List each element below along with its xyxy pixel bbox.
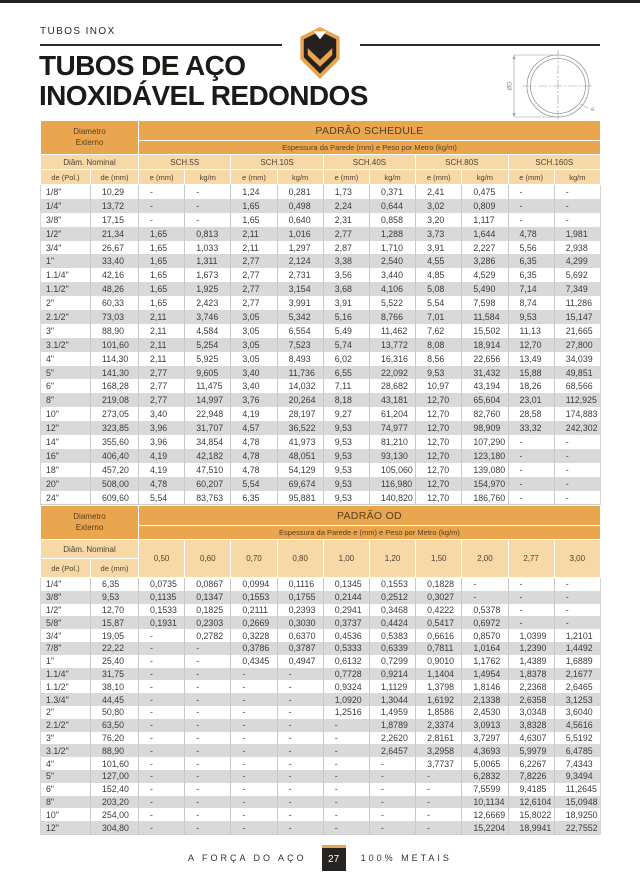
- thickness-header: 3,00: [553, 539, 601, 578]
- corner-header: Diametro Externo: [39, 120, 140, 155]
- table-row: 14" 355,60 3,96 34,854 4,78 41,973 9,53 81,210 1…: [40, 435, 602, 449]
- table-row: 4" 114,30 2,11 5,925 3,05 8,493 6,02 16,316 8,56…: [40, 351, 602, 366]
- table-row: 2" 60,33 1,65 2,423 2,77 3,991 3,91 5,522 5,54 7,…: [40, 296, 602, 311]
- table-row: 3" 76,20- - - - -2,2620 2,8161 3,7297 4,6307 5,51…: [40, 731, 601, 745]
- tube-cross-section-diagram: ØD e: [508, 50, 595, 122]
- table-row: 20" 508,00 4,78 60,207 5,54 69,674 9,53 116,980…: [40, 476, 602, 491]
- table-row: 3/4" 19,05-0,2782 0,3228 0,6370 0,4536 0,5383…: [40, 629, 601, 642]
- od-table-title: PADRÃO OD: [138, 505, 601, 526]
- table-row: 1/2" 12,70 0,1533 0,1825 0,2111 0,2393 0,2941 0…: [40, 603, 601, 617]
- thickness-header: 2,77: [507, 539, 555, 578]
- table-row: 6" 168,28 2,77 11,475 3,40 14,032 7,11 28,682 10…: [40, 379, 602, 394]
- table-row: 3.1/2" 88,90- - - - -2,6457 3,2958 4,3693 5,9979…: [40, 744, 601, 758]
- col-header-kg: kg/m: [553, 169, 602, 185]
- nominal-diameter-header: Diâm. Nominal: [39, 154, 140, 170]
- table-row: 8" 219,08 2,77 14,997 3,76 20,264 8,18 43,181 12…: [40, 393, 602, 408]
- footer-slogan-left: A FORÇA DO AÇO: [188, 853, 307, 863]
- table-row: 12" 304,80- - - - - - -15,2204 18,9941 22,7552: [40, 821, 601, 835]
- page-number-badge: 27: [321, 845, 346, 871]
- group-header-sch80s: SCH.80S: [415, 154, 509, 170]
- header-rule-right: [360, 44, 600, 46]
- col-header-kg: kg/m: [368, 169, 417, 185]
- corner-header: Diametro Externo: [39, 505, 140, 540]
- thickness-header: 0,80: [276, 539, 324, 578]
- table-row: 3.1/2" 101,60 2,11 5,254 3,05 7,523 5,74 13,772…: [40, 337, 602, 352]
- diameter-label: ØD: [508, 81, 514, 91]
- table-row: 8" 203,20- - - - - - -10,1134 12,6104 15,0948: [40, 795, 601, 809]
- table-row: 1/4" 6,35 0,0735 0,0867 0,0994 0,1116 0,1345 0,…: [40, 577, 601, 591]
- wall-thickness-label: e: [591, 107, 595, 113]
- table-row: 1.1/4" 42,16 1,65 1,673 2,77 2,731 3,56 3,440 4,…: [40, 268, 602, 283]
- table-row: 1/4" 13,72- -1,65 0,498 2,24 0,644 3,02 0,809- -: [40, 198, 602, 213]
- footer-slogan-right: 100% METAIS: [360, 853, 452, 863]
- schedule-table-title: PADRÃO SCHEDULE: [138, 120, 601, 141]
- brand-shield-logo-icon: [300, 27, 340, 79]
- thickness-header: 1,00: [322, 539, 370, 578]
- table-row: 5" 127,00- - - - - - -6,2832 7,8226 9,3494: [40, 769, 601, 783]
- col-header-e: e (mm): [138, 169, 186, 185]
- table-row: 4" 101,60- - - - - -3,7737 5,0065 6,2267 7,4343: [40, 757, 601, 770]
- od-table-subtitle: Espessura da Parede e (mm) e Peso por Me…: [138, 525, 601, 540]
- header-rule-left: [40, 44, 282, 46]
- table-row: 1" 25,40- -0,4345 0,4947 0,6132 0,7299 0,9010 1…: [40, 654, 601, 668]
- col-header-e: e (mm): [507, 169, 555, 185]
- thickness-header: 0,60: [184, 539, 232, 578]
- table-row: 2.1/2" 63,50- - - - -1,8789 2,3374 3,0913 3,8328…: [40, 718, 601, 732]
- table-row: 3/4" 26,67 1,65 1,033 2,11 1,297 2,87 1,710 3,91…: [40, 240, 602, 255]
- col-header-kg: kg/m: [184, 169, 232, 185]
- table-row: 1/8" 10,29- -1,24 0,281 1,73 0,371 2,41 0,475- -: [40, 184, 602, 199]
- table-row: 5/8" 15,87 0,1931 0,2303 0,2669 0,3030 0,3737 0…: [40, 616, 601, 630]
- table-row: 7/8" 22,22- -0,3786 0,3787 0,5333 0,6339 0,781…: [40, 641, 601, 655]
- col-header-pol: de (Pol.): [40, 169, 91, 185]
- page-footer: A FORÇA DO AÇO 27 100% METAIS: [0, 844, 640, 872]
- col-header-kg: kg/m: [276, 169, 324, 185]
- thickness-header: 1,20: [368, 539, 417, 578]
- table-row: 10" 254,00- - - - - - -12,6669 15,8022 18,9250: [40, 808, 601, 822]
- col-header-pol: de (Pol.): [40, 558, 91, 578]
- table-row: 1.3/4" 44,45- - - -1,0920 1,3044 1,6192 2,1338 2…: [40, 693, 601, 706]
- page-title-line1: TUBOS DE AÇO: [39, 50, 246, 81]
- thickness-header: 0,50: [138, 539, 186, 578]
- table-row: 1.1/2" 48,26 1,65 1,925 2,77 3,154 3,68 4,106 5,…: [40, 282, 602, 297]
- table-row: 3/8" 17,15- -1,65 0,640 2,31 0,858 3,20 1,117- -: [40, 212, 602, 227]
- table-row: 2.1/2" 73,03 2,11 3,746 3,05 5,342 5,16 8,766 7,…: [40, 310, 602, 324]
- table-row: 12" 323,85 3,96 31,707 4,57 36,522 9,53 74,977 1…: [40, 421, 602, 436]
- od-table-body: 1/4" 6,35 0,0735 0,0867 0,0994 0,1116 0,1345 0,…: [40, 577, 601, 835]
- table-row: 2" 50,80- - - -1,2516 1,4959 1,8586 2,4530 3,034…: [40, 705, 601, 719]
- table-row: 24" 609,60 5,54 83,763 6,35 95,881 9,53 140,820…: [40, 490, 602, 505]
- col-header-e: e (mm): [322, 169, 370, 185]
- table-row: 1/2" 21,34 1,65 0,813 2,11 1,016 2,77 1,288 3,73…: [40, 226, 602, 241]
- col-header-e: e (mm): [415, 169, 463, 185]
- page-title-line2: INOXIDÁVEL REDONDOS: [39, 80, 368, 111]
- table-row: 1.1/2" 38,10- - - -0,9324 1,1129 1,3798 1,8146 2…: [40, 680, 601, 694]
- table-row: 5" 141,30 2,77 9,605 3,40 11,736 6,55 22,092 9,5…: [40, 365, 602, 380]
- group-header-sch160s: SCH.160S: [507, 154, 602, 170]
- table-row: 16" 406,40 4,19 42,182 4,78 48,051 9,53 93,130 1…: [40, 448, 602, 463]
- table-row: 3/8" 9,53 0,1135 0,1347 0,1553 0,1755 0,2144 0,…: [40, 590, 601, 604]
- page-title: TUBOS DE AÇO INOXIDÁVEL REDONDOS: [39, 51, 368, 111]
- table-row: 1" 33,40 1,65 1,311 2,77 2,124 3,38 2,540 4,55 3,…: [40, 254, 602, 269]
- thickness-header: 1,50: [415, 539, 463, 578]
- thickness-header: 2,00: [461, 539, 509, 578]
- col-header-mm: de (mm): [89, 169, 140, 185]
- col-header-kg: kg/m: [461, 169, 509, 185]
- schedule-table-subtitle: Espessura da Parede (mm) e Peso por Metr…: [138, 140, 601, 155]
- col-header-mm: de (mm): [89, 558, 140, 578]
- eyebrow-label: TUBOS INOX: [40, 26, 116, 37]
- schedule-table: Diametro Externo PADRÃO SCHEDULE Espessu…: [39, 120, 602, 506]
- table-row: 18" 457,20 4,19 47,510 4,78 54,129 9,53 105,060…: [40, 462, 602, 477]
- schedule-table-body: 1/8" 10,29- -1,24 0,281 1,73 0,371 2,41 0,475- -…: [40, 184, 602, 505]
- table-row: 6" 152,40- - - - - - -7,5599 9,4185 11,2645: [40, 782, 601, 796]
- col-header-e: e (mm): [230, 169, 278, 185]
- page-top-border: [0, 0, 640, 3]
- group-header-sch5s: SCH.5S: [138, 154, 232, 170]
- nominal-diameter-header: Diâm. Nominal: [39, 539, 140, 559]
- table-row: 1.1/4" 31,75- - - -0,7728 0,9214 1,1404 1,4954 1…: [40, 667, 601, 681]
- group-header-sch10s: SCH.10S: [230, 154, 324, 170]
- thickness-header: 0,70: [230, 539, 278, 578]
- group-header-sch40s: SCH.40S: [322, 154, 417, 170]
- table-row: 10" 273,05 3,40 22,948 4,19 28,197 9,27 61,204 1…: [40, 407, 602, 422]
- table-row: 3" 88,90 2,11 4,584 3,05 6,554 5,49 11,462 7,62 1…: [40, 323, 602, 338]
- od-table: Diametro Externo PADRÃO OD Espessura da …: [39, 505, 601, 835]
